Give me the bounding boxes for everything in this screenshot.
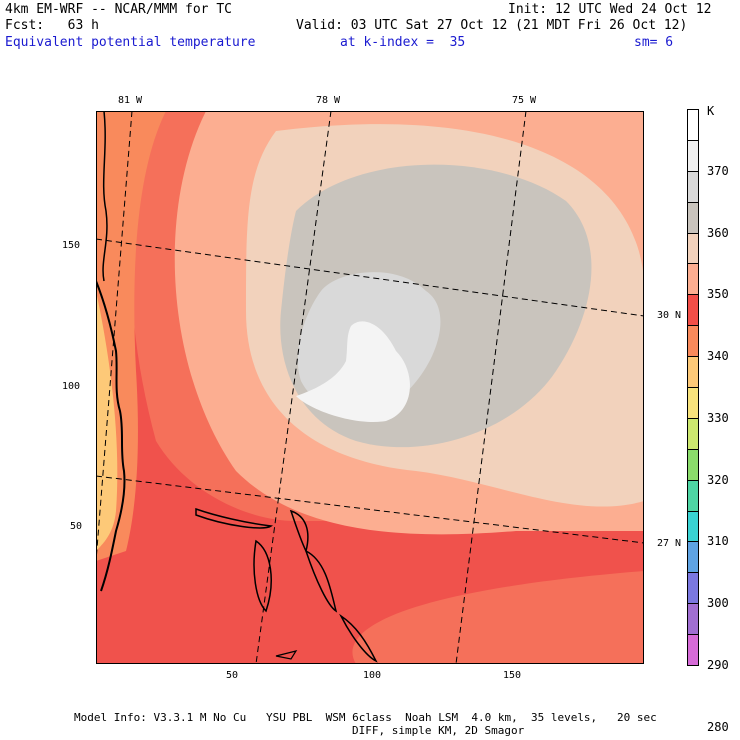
island-small <box>275 650 298 660</box>
colorbar-swatch <box>687 109 699 141</box>
colorbar-swatch <box>687 572 699 605</box>
coastline-florida <box>96 280 126 592</box>
colorbar-label: 300 <box>707 596 729 611</box>
colorbar-swatch <box>687 634 699 666</box>
colorbar-label: 280 <box>707 719 729 734</box>
colorbar-label: 370 <box>707 163 729 178</box>
colorbar-swatch <box>687 387 699 419</box>
y-tick-150: 150 <box>62 240 81 251</box>
field-name: Equivalent potential temperature <box>5 35 256 50</box>
colorbar-swatch <box>687 541 699 574</box>
model-info: Model Info: V3.3.1 M No Cu YSU PBL WSM 6… <box>74 711 657 724</box>
plot-frame <box>96 111 644 664</box>
y-tick-50: 50 <box>70 521 83 532</box>
parallel-27n <box>96 475 644 544</box>
theta-e-map <box>96 111 644 664</box>
meridian-78w <box>255 111 332 664</box>
colorbar-label: 310 <box>707 534 729 549</box>
parallel-30n <box>96 238 644 317</box>
colorbar-label: 330 <box>707 410 729 425</box>
smoothing-label: sm= 6 <box>634 35 674 50</box>
colorbar-label: 320 <box>707 472 729 487</box>
meridian-75w <box>455 111 527 664</box>
colorbar-swatch <box>687 232 699 265</box>
init-time: Init: 12 UTC Wed 24 Oct 12 <box>508 2 712 17</box>
colorbar-swatch <box>687 448 699 481</box>
island-grand-bahama <box>195 507 274 529</box>
valid-time: Valid: 03 UTC Sat 27 Oct 12 (21 MDT Fri … <box>296 18 688 33</box>
colorbar-label: 340 <box>707 349 729 364</box>
colorbar-swatch <box>687 139 699 172</box>
colorbar-unit: K <box>707 104 715 118</box>
x-tick-100: 100 <box>363 670 382 681</box>
colorbar-swatch <box>687 325 699 358</box>
colorbar-swatch <box>687 201 699 234</box>
forecast-hour: Fcst: 63 h <box>5 18 99 33</box>
diffusion-info: DIFF, simple KM, 2D Smagor <box>352 724 525 737</box>
colorbar-swatch <box>687 417 699 450</box>
lat-label-27n: 27 N <box>657 538 682 549</box>
x-tick-50: 50 <box>226 670 239 681</box>
colorbar-swatch <box>687 170 699 203</box>
contour-fill-325 <box>96 291 118 551</box>
meridian-81w <box>96 111 133 562</box>
lat-label-30n: 30 N <box>657 310 682 321</box>
x-tick-150: 150 <box>503 670 522 681</box>
lon-label-81w: 81 W <box>118 95 143 106</box>
y-tick-100: 100 <box>62 381 81 392</box>
contour-fill-370 <box>296 321 410 422</box>
colorbar-swatch <box>687 479 699 512</box>
island-andros <box>253 539 272 613</box>
colorbar-swatch <box>687 603 699 636</box>
island-exuma <box>339 613 378 663</box>
colorbar-label: 360 <box>707 225 729 240</box>
colorbar-swatch <box>687 263 699 296</box>
model-title: 4km EM-WRF -- NCAR/MMM for TC <box>5 2 232 17</box>
colorbar-label: 350 <box>707 287 729 302</box>
colorbar-swatch <box>687 510 699 543</box>
colorbar-label: 290 <box>707 658 729 672</box>
lon-label-75w: 75 W <box>512 95 537 106</box>
island-eleuthera <box>304 549 338 613</box>
k-index-label: at k-index = 35 <box>340 35 466 50</box>
colorbar-swatch <box>687 294 699 327</box>
lon-label-78w: 78 W <box>316 95 341 106</box>
coastline-north <box>102 111 108 282</box>
colorbar-swatch <box>687 356 699 388</box>
